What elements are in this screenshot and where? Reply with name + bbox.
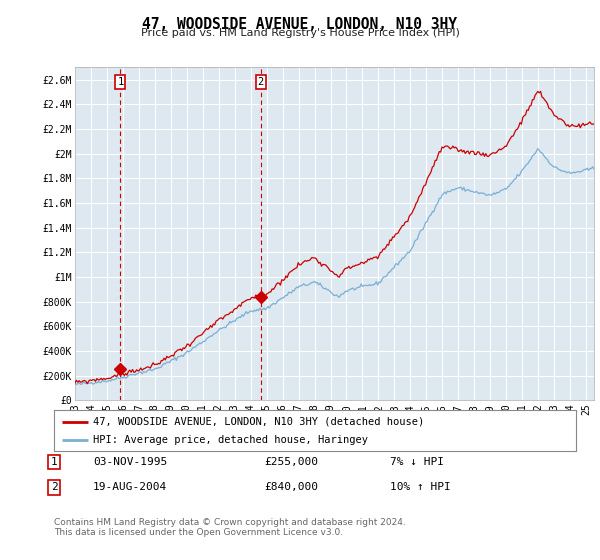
Text: 7% ↓ HPI: 7% ↓ HPI: [390, 457, 444, 467]
Text: 19-AUG-2004: 19-AUG-2004: [93, 482, 167, 492]
Text: 47, WOODSIDE AVENUE, LONDON, N10 3HY (detached house): 47, WOODSIDE AVENUE, LONDON, N10 3HY (de…: [93, 417, 424, 427]
Text: Price paid vs. HM Land Registry's House Price Index (HPI): Price paid vs. HM Land Registry's House …: [140, 28, 460, 38]
Text: 1: 1: [117, 77, 124, 87]
Text: Contains HM Land Registry data © Crown copyright and database right 2024.
This d: Contains HM Land Registry data © Crown c…: [54, 518, 406, 538]
Text: 2: 2: [50, 482, 58, 492]
Text: £255,000: £255,000: [264, 457, 318, 467]
Text: 47, WOODSIDE AVENUE, LONDON, N10 3HY: 47, WOODSIDE AVENUE, LONDON, N10 3HY: [143, 17, 458, 32]
Text: 2: 2: [257, 77, 264, 87]
Text: 1: 1: [50, 457, 58, 467]
Text: 03-NOV-1995: 03-NOV-1995: [93, 457, 167, 467]
Text: 10% ↑ HPI: 10% ↑ HPI: [390, 482, 451, 492]
Text: £840,000: £840,000: [264, 482, 318, 492]
Text: HPI: Average price, detached house, Haringey: HPI: Average price, detached house, Hari…: [93, 435, 368, 445]
